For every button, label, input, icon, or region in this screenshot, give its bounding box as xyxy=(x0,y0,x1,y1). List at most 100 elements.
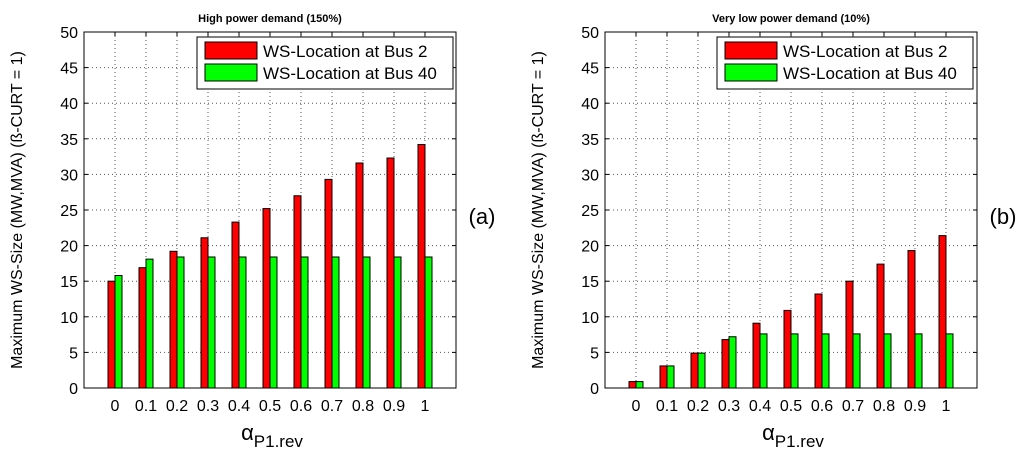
bar-bus40 xyxy=(945,333,954,389)
y-tick-label: 25 xyxy=(581,203,599,220)
bar-bus2 xyxy=(845,280,854,389)
x-axis-label-symbol: α xyxy=(762,420,775,445)
bar-bus2 xyxy=(814,293,823,389)
bar-bus2 xyxy=(659,365,668,389)
legend-swatch-bus2 xyxy=(724,41,778,60)
x-tick-label: 0.2 xyxy=(166,398,188,415)
bar-bus2 xyxy=(262,208,271,389)
bar-bus40 xyxy=(759,333,768,389)
chart-title: Very low power demand (10%) xyxy=(712,13,870,25)
panel-label: (a) xyxy=(469,204,496,229)
bar-bus40 xyxy=(331,256,340,389)
y-tick-label: 15 xyxy=(60,274,78,291)
x-axis-label-symbol: α xyxy=(241,420,254,445)
x-tick-label: 1 xyxy=(942,398,951,415)
x-axis-label: αP1.rev xyxy=(762,420,824,451)
x-tick-label: 0.6 xyxy=(811,398,833,415)
legend-swatch-bus2 xyxy=(204,41,258,60)
bar-bus2 xyxy=(721,339,730,389)
y-tick-label: 45 xyxy=(60,61,78,78)
bar-bus40 xyxy=(114,275,123,389)
x-tick-label: 0.5 xyxy=(780,398,802,415)
legend-swatch-bus40 xyxy=(204,63,258,82)
y-axis-label: Maximum WS-Size (MW,MVA) (ß-CURT = 1) xyxy=(9,51,26,369)
bar-bus40 xyxy=(176,256,185,389)
y-tick-label: 30 xyxy=(581,167,599,184)
x-axis-label-subscript: P1.rev xyxy=(254,432,304,451)
x-tick-label: 0.2 xyxy=(687,398,709,415)
y-tick-label: 0 xyxy=(69,381,78,398)
bar-bus2 xyxy=(107,280,116,389)
x-tick-label: 0.9 xyxy=(383,398,405,415)
bar-bus2 xyxy=(138,267,147,389)
bar-bus40 xyxy=(424,256,433,389)
x-tick-label: 0.4 xyxy=(228,398,250,415)
y-tick-label: 0 xyxy=(590,381,599,398)
x-tick-label: 0.5 xyxy=(259,398,281,415)
bar-bus2 xyxy=(752,322,761,389)
x-tick-label: 0 xyxy=(111,398,120,415)
bar-bus40 xyxy=(207,256,216,389)
y-tick-label: 10 xyxy=(581,310,599,327)
chart-panel-a: 0 5 10 15 20 25 30 35 40 45 50 0 0.1 0.2 0.3 0.4 0.5 0.6 0… xyxy=(9,13,495,451)
x-tick-label: 0.3 xyxy=(197,398,219,415)
y-tick-label: 25 xyxy=(60,203,78,220)
legend-label: WS-Location at Bus 40 xyxy=(783,64,957,83)
y-tick-label: 40 xyxy=(60,96,78,113)
bar-bus40 xyxy=(269,256,278,389)
bar-bus40 xyxy=(821,333,830,389)
bar-bus40 xyxy=(852,333,861,389)
bar-bus40 xyxy=(697,352,706,389)
bar-bus2 xyxy=(876,263,885,389)
y-tick-label: 50 xyxy=(60,25,78,42)
bar-bus40 xyxy=(914,333,923,389)
x-tick-label: 0.7 xyxy=(842,398,864,415)
bar-bus2 xyxy=(293,195,302,389)
x-tick-label: 0 xyxy=(632,398,641,415)
chart-panel-b: 0 5 10 15 20 25 30 35 40 45 50 0 0.1 0.2 0.3 0.4 0.5 0.6 0… xyxy=(530,13,1016,451)
bar-bus2 xyxy=(907,250,916,389)
bar-bus2 xyxy=(169,250,178,389)
bar-bus2 xyxy=(783,309,792,389)
y-tick-label: 10 xyxy=(60,310,78,327)
bar-bus2 xyxy=(355,162,364,389)
bar-bus40 xyxy=(300,256,309,389)
legend-label: WS-Location at Bus 2 xyxy=(263,42,427,61)
y-tick-label: 30 xyxy=(60,167,78,184)
x-tick-label: 0.6 xyxy=(290,398,312,415)
bar-bus2 xyxy=(690,352,699,389)
bar-bus40 xyxy=(883,333,892,389)
y-axis-label: Maximum WS-Size (MW,MVA) (ß-CURT = 1) xyxy=(530,51,547,369)
legend-label: WS-Location at Bus 2 xyxy=(783,42,947,61)
legend-label: WS-Location at Bus 40 xyxy=(263,64,437,83)
x-tick-label: 0.9 xyxy=(904,398,926,415)
bar-bus2 xyxy=(938,235,947,389)
bar-bus40 xyxy=(790,333,799,389)
bar-bus2 xyxy=(417,143,426,389)
x-tick-label: 0.7 xyxy=(321,398,343,415)
bar-bus40 xyxy=(362,256,371,389)
panel-label: (b) xyxy=(990,204,1017,229)
legend-swatch-bus40 xyxy=(724,63,778,82)
legend: WS-Location at Bus 2 WS-Location at Bus 4… xyxy=(196,36,454,90)
bar-bus2 xyxy=(200,237,209,389)
x-tick-label: 1 xyxy=(421,398,430,415)
chart-title: High power demand (150%) xyxy=(198,13,342,25)
bar-bus2 xyxy=(231,221,240,389)
bar-bus40 xyxy=(666,365,675,389)
x-tick-label: 0.8 xyxy=(352,398,374,415)
bar-bus2 xyxy=(324,178,333,389)
y-tick-label: 20 xyxy=(60,239,78,256)
bar-bus40 xyxy=(238,256,247,389)
y-tick-label: 40 xyxy=(581,96,599,113)
x-tick-label: 0.1 xyxy=(135,398,157,415)
x-tick-label: 0.8 xyxy=(873,398,895,415)
y-tick-label: 15 xyxy=(581,274,599,291)
x-tick-label: 0.1 xyxy=(656,398,678,415)
legend: WS-Location at Bus 2 WS-Location at Bus 4… xyxy=(716,36,974,90)
y-tick-label: 20 xyxy=(581,239,599,256)
y-tick-label: 35 xyxy=(581,132,599,149)
bar-bus40 xyxy=(145,258,154,389)
bar-bus40 xyxy=(393,256,402,389)
